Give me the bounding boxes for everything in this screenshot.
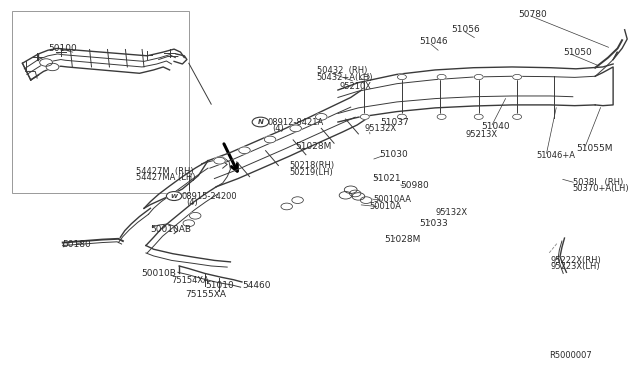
Text: 50218(RH): 50218(RH)	[289, 161, 335, 170]
Text: 08912-8421A: 08912-8421A	[268, 118, 324, 126]
Text: 95213X: 95213X	[466, 130, 498, 139]
Text: 51030: 51030	[379, 150, 408, 159]
Circle shape	[290, 125, 301, 132]
Text: 51055M: 51055M	[576, 144, 612, 153]
Bar	[12, 11, 189, 193]
Circle shape	[360, 197, 372, 203]
Text: 95210X: 95210X	[339, 82, 371, 91]
Text: 50780: 50780	[518, 10, 547, 19]
Circle shape	[239, 147, 250, 154]
Text: 54427M  (RH): 54427M (RH)	[136, 167, 193, 176]
Text: (4): (4)	[186, 198, 198, 207]
Circle shape	[344, 186, 357, 193]
Circle shape	[352, 193, 365, 200]
Circle shape	[316, 113, 327, 120]
Text: 51028M: 51028M	[384, 235, 420, 244]
Circle shape	[360, 114, 369, 119]
Circle shape	[189, 212, 201, 219]
Circle shape	[513, 114, 522, 119]
Text: 50180: 50180	[63, 240, 92, 249]
Text: 50219(LH): 50219(LH)	[289, 168, 333, 177]
Text: 51056: 51056	[451, 25, 480, 34]
Text: 50010AA: 50010AA	[374, 195, 412, 204]
Text: 51040: 51040	[481, 122, 510, 131]
Circle shape	[397, 114, 406, 119]
Text: 95132X: 95132X	[435, 208, 467, 217]
Text: 50432+A(LH): 50432+A(LH)	[317, 73, 373, 81]
Text: (4): (4)	[272, 124, 284, 133]
Circle shape	[360, 74, 369, 80]
Text: W: W	[171, 194, 177, 199]
Text: 08915-24200: 08915-24200	[182, 192, 237, 201]
Circle shape	[437, 74, 446, 80]
Text: 51010: 51010	[205, 281, 234, 290]
Text: 5038l   (RH): 5038l (RH)	[573, 178, 623, 187]
Circle shape	[264, 136, 276, 143]
Text: 50010B: 50010B	[141, 269, 175, 278]
Circle shape	[281, 203, 292, 210]
Circle shape	[349, 190, 361, 197]
Text: 51037: 51037	[380, 118, 409, 126]
Circle shape	[292, 197, 303, 203]
Text: 50100: 50100	[48, 44, 77, 53]
Circle shape	[183, 220, 195, 227]
Text: 95223X(LH): 95223X(LH)	[550, 262, 600, 271]
Text: 54460: 54460	[242, 281, 271, 290]
Circle shape	[46, 63, 59, 71]
Text: 95132X: 95132X	[365, 124, 397, 133]
Text: R5000007: R5000007	[549, 351, 592, 360]
Circle shape	[397, 74, 406, 80]
Text: 50010AB: 50010AB	[150, 225, 191, 234]
Text: N: N	[257, 119, 264, 125]
Text: 51028M: 51028M	[296, 142, 332, 151]
Text: 75154XA: 75154XA	[172, 276, 209, 285]
Circle shape	[339, 192, 352, 199]
Text: 51046: 51046	[419, 37, 448, 46]
Text: 54427MA (LH): 54427MA (LH)	[136, 173, 195, 182]
Text: 50432  (RH): 50432 (RH)	[317, 66, 367, 75]
Text: 75155XA: 75155XA	[186, 291, 227, 299]
Circle shape	[474, 114, 483, 119]
Circle shape	[474, 74, 483, 80]
Text: 51033: 51033	[419, 219, 448, 228]
Circle shape	[252, 117, 269, 127]
Text: 50370+A(LH): 50370+A(LH)	[573, 184, 629, 193]
Circle shape	[513, 74, 522, 80]
Circle shape	[214, 157, 225, 164]
Text: 51021: 51021	[372, 174, 401, 183]
Text: 51050: 51050	[563, 48, 592, 57]
Circle shape	[437, 114, 446, 119]
Text: 95222X(RH): 95222X(RH)	[550, 256, 601, 265]
Circle shape	[40, 59, 52, 66]
Circle shape	[166, 192, 182, 201]
Text: 50980: 50980	[400, 182, 429, 190]
Text: 50010A: 50010A	[369, 202, 401, 211]
Text: 51046+A: 51046+A	[536, 151, 575, 160]
